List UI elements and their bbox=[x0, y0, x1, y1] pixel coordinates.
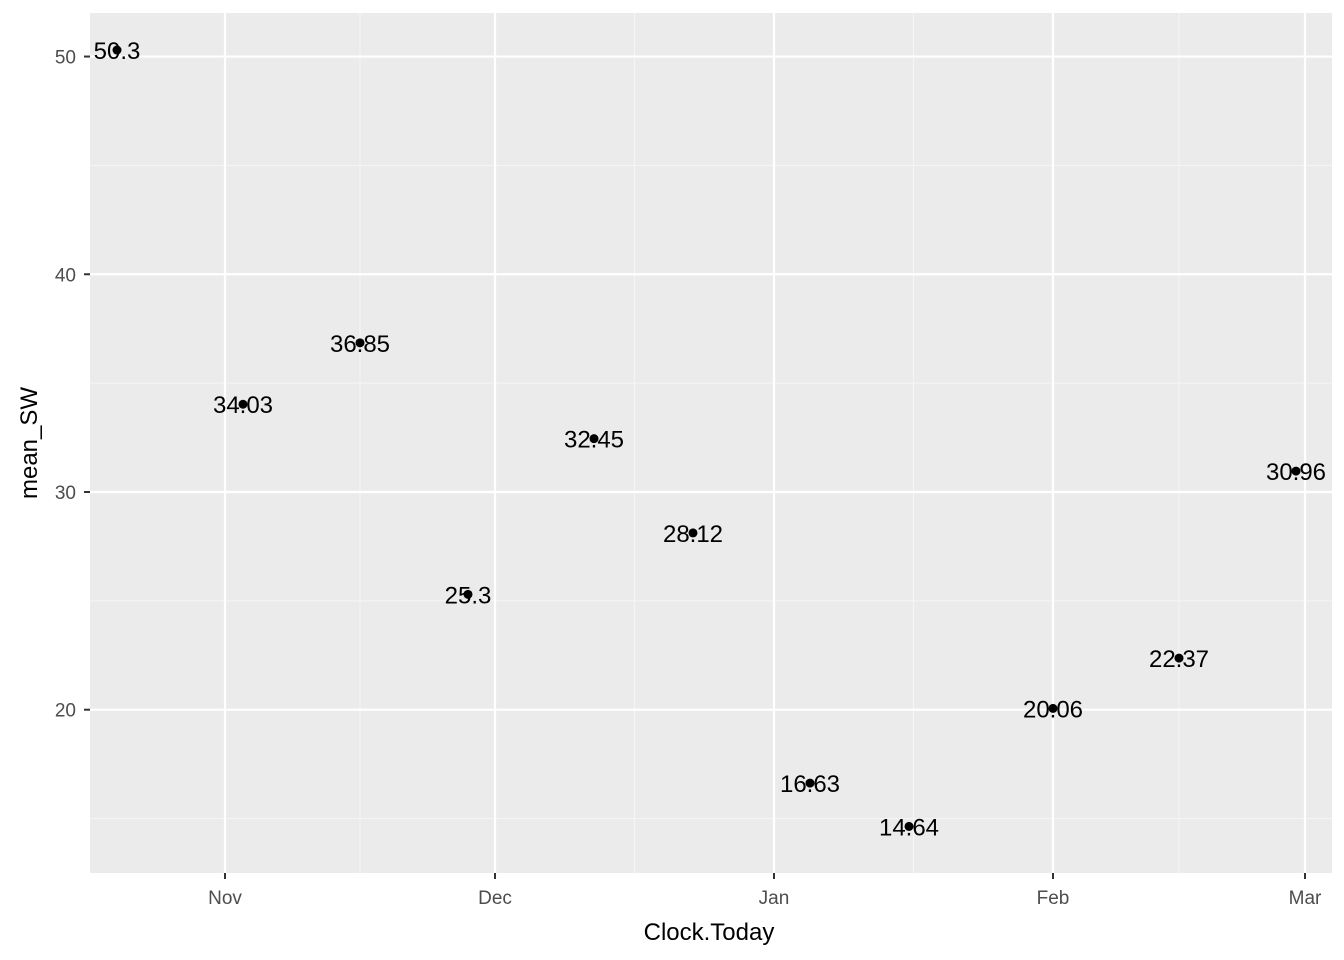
y-tick-label: 20 bbox=[55, 701, 76, 722]
data-label: 28.12 bbox=[663, 521, 723, 548]
data-label: 50.3 bbox=[94, 38, 141, 65]
data-point bbox=[589, 434, 599, 444]
data-labels: 50.3 34.03 36.85 25.3 32.45 28.12 16.63 14.64 20… bbox=[94, 38, 1326, 841]
data-point bbox=[904, 821, 914, 831]
data-label: 25.3 bbox=[445, 582, 492, 609]
x-tick-label: Dec bbox=[478, 888, 512, 909]
data-point bbox=[463, 589, 473, 599]
y-axis-title: mean_SW bbox=[16, 387, 43, 499]
data-point bbox=[1048, 703, 1058, 713]
data-points bbox=[112, 45, 1301, 831]
data-point bbox=[355, 338, 365, 348]
data-label: 32.45 bbox=[564, 427, 624, 454]
data-label: 14.64 bbox=[879, 814, 939, 841]
x-tick-label: Mar bbox=[1289, 888, 1322, 909]
data-point bbox=[805, 778, 815, 788]
data-point bbox=[112, 45, 122, 55]
data-point bbox=[688, 528, 698, 538]
data-label: 22.37 bbox=[1149, 646, 1209, 673]
x-axis-title: Clock.Today bbox=[644, 919, 775, 946]
plot-panel bbox=[90, 13, 1332, 873]
data-label: 20.06 bbox=[1023, 696, 1083, 723]
axis-tick-labels: Nov Dec Jan Feb Mar 20 30 40 50 bbox=[55, 48, 1322, 909]
y-tick-label: 30 bbox=[55, 483, 76, 504]
y-tick-label: 40 bbox=[55, 265, 76, 286]
x-tick-label: Nov bbox=[208, 888, 242, 909]
data-point bbox=[1174, 653, 1184, 663]
x-tick-label: Feb bbox=[1037, 888, 1070, 909]
axis-ticks bbox=[84, 55, 1306, 879]
data-label: 34.03 bbox=[213, 392, 273, 419]
minor-grid bbox=[90, 13, 1332, 873]
major-grid bbox=[90, 13, 1332, 873]
x-tick-label: Jan bbox=[759, 888, 790, 909]
data-point bbox=[1291, 466, 1301, 476]
data-point bbox=[238, 399, 248, 409]
data-label: 16.63 bbox=[780, 771, 840, 798]
data-label: 30.96 bbox=[1266, 459, 1326, 486]
data-label: 36.85 bbox=[330, 331, 390, 358]
y-tick-label: 50 bbox=[55, 48, 76, 69]
